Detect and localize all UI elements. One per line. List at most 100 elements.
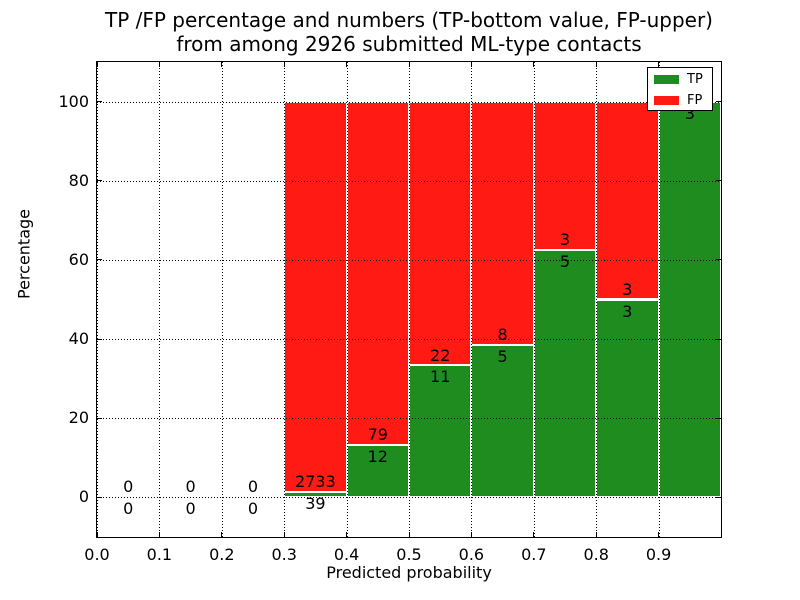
x-tick-bottom bbox=[158, 532, 160, 537]
x-tick-label: 0.6 bbox=[458, 545, 485, 564]
gridline-vertical bbox=[97, 62, 98, 537]
gridline-vertical bbox=[533, 62, 535, 537]
x-tick-label: 0.1 bbox=[146, 545, 173, 564]
x-tick-bottom bbox=[408, 532, 410, 537]
x-tick-label: 0.8 bbox=[583, 545, 609, 564]
x-tick-top bbox=[283, 62, 285, 67]
gridline-horizontal bbox=[97, 101, 721, 103]
gridline-horizontal bbox=[97, 497, 721, 499]
bar-segment-tp bbox=[658, 101, 721, 498]
fp-count-label: 8 bbox=[497, 325, 508, 345]
x-tick-top bbox=[346, 62, 348, 67]
y-tick-right bbox=[716, 338, 721, 340]
x-tick-top bbox=[533, 62, 535, 67]
y-tick-label: 0 bbox=[78, 487, 89, 507]
bar-segment-tp bbox=[596, 299, 659, 498]
gridline-horizontal bbox=[97, 259, 721, 261]
fp-swatch-icon bbox=[654, 95, 679, 105]
x-tick-top bbox=[408, 62, 410, 67]
bar-segment-tp bbox=[471, 345, 534, 498]
y-tick-left bbox=[97, 417, 102, 419]
x-tick-bottom bbox=[658, 532, 660, 537]
y-tick-left bbox=[97, 259, 102, 261]
x-tick-top bbox=[158, 62, 160, 67]
bar-segment-fp bbox=[471, 101, 534, 346]
x-tick-label: 0.3 bbox=[271, 545, 297, 564]
tp-count-label: 12 bbox=[367, 447, 388, 467]
x-tick-bottom bbox=[533, 532, 535, 537]
x-tick-top bbox=[595, 62, 597, 67]
gridline-vertical bbox=[409, 62, 410, 537]
bar-segment-tp bbox=[346, 445, 409, 498]
x-tick-top bbox=[96, 62, 98, 67]
fp-count-label: 0 bbox=[247, 477, 259, 497]
x-tick-label: 0.0 bbox=[84, 545, 110, 564]
y-tick-right bbox=[716, 259, 721, 261]
gridline-vertical bbox=[284, 62, 286, 537]
y-tick-left bbox=[97, 496, 102, 498]
tp-count-label: 11 bbox=[430, 367, 451, 387]
legend-label-fp: FP bbox=[687, 92, 703, 108]
y-tick-label: 80 bbox=[68, 170, 89, 190]
legend-label-tp: TP bbox=[687, 71, 703, 87]
x-tick-label: 0.4 bbox=[333, 545, 360, 564]
tp-count-label: 0 bbox=[123, 499, 134, 519]
legend: TP FP bbox=[647, 67, 713, 111]
gridline-horizontal bbox=[97, 339, 721, 341]
fp-count-label: 0 bbox=[185, 477, 196, 497]
x-tick-bottom bbox=[96, 532, 98, 537]
x-tick-bottom bbox=[595, 532, 597, 537]
x-tick-bottom bbox=[221, 532, 223, 537]
fp-count-label: 79 bbox=[367, 425, 388, 445]
gridline-vertical bbox=[346, 62, 348, 537]
bar-segment-fp bbox=[284, 101, 347, 492]
bar-segment-fp bbox=[533, 101, 597, 251]
chart-title: TP /FP percentage and numbers (TP-bottom… bbox=[97, 8, 721, 56]
bar-segment-fp bbox=[596, 101, 659, 300]
x-tick-label: 0.2 bbox=[209, 545, 235, 564]
x-tick-top bbox=[221, 62, 223, 67]
x-tick-label: 0.5 bbox=[396, 545, 422, 564]
chart-title-line2: from among 2926 submitted ML-type contac… bbox=[176, 32, 642, 56]
gridline-horizontal bbox=[97, 180, 721, 182]
fp-count-label: 22 bbox=[430, 345, 451, 365]
gridline-vertical bbox=[658, 62, 660, 537]
fp-count-label: 3 bbox=[622, 279, 633, 299]
tp-count-label: 3 bbox=[684, 103, 695, 123]
gridline-vertical bbox=[471, 62, 473, 537]
tp-count-label: 0 bbox=[247, 499, 259, 519]
y-tick-left bbox=[97, 180, 102, 182]
x-tick-top bbox=[470, 62, 472, 67]
y-tick-right bbox=[716, 180, 721, 182]
gridline-horizontal bbox=[97, 418, 721, 420]
tp-swatch-icon bbox=[654, 74, 679, 84]
fp-count-label: 2733 bbox=[295, 471, 336, 491]
legend-item-fp: FP bbox=[648, 90, 712, 110]
gridline-vertical bbox=[596, 62, 598, 537]
y-tick-label: 20 bbox=[68, 408, 89, 428]
x-tick-bottom bbox=[470, 532, 472, 537]
x-tick-label: 0.7 bbox=[521, 545, 547, 564]
bar-segment-fp bbox=[346, 101, 409, 446]
x-tick-bottom bbox=[346, 532, 348, 537]
x-axis-label: Predicted probability bbox=[326, 563, 492, 582]
tp-count-label: 5 bbox=[559, 252, 571, 272]
x-tick-label: 0.9 bbox=[645, 545, 672, 564]
chart-title-line1: TP /FP percentage and numbers (TP-bottom… bbox=[105, 8, 713, 32]
y-tick-label: 100 bbox=[58, 91, 89, 111]
y-tick-label: 60 bbox=[68, 249, 89, 269]
plot-area: 0000002733397912221185353303 bbox=[96, 61, 722, 538]
y-tick-right bbox=[716, 496, 721, 498]
x-tick-bottom bbox=[283, 532, 285, 537]
y-tick-left bbox=[97, 101, 102, 103]
legend-item-tp: TP bbox=[648, 69, 712, 89]
bar-segment-fp bbox=[409, 101, 472, 366]
tp-count-label: 3 bbox=[622, 301, 633, 321]
x-tick-top bbox=[658, 62, 660, 67]
y-tick-right bbox=[716, 417, 721, 419]
y-tick-right bbox=[716, 101, 721, 103]
y-tick-left bbox=[97, 338, 102, 340]
fp-count-label: 0 bbox=[123, 477, 134, 497]
bar-segment-tp bbox=[533, 250, 597, 498]
